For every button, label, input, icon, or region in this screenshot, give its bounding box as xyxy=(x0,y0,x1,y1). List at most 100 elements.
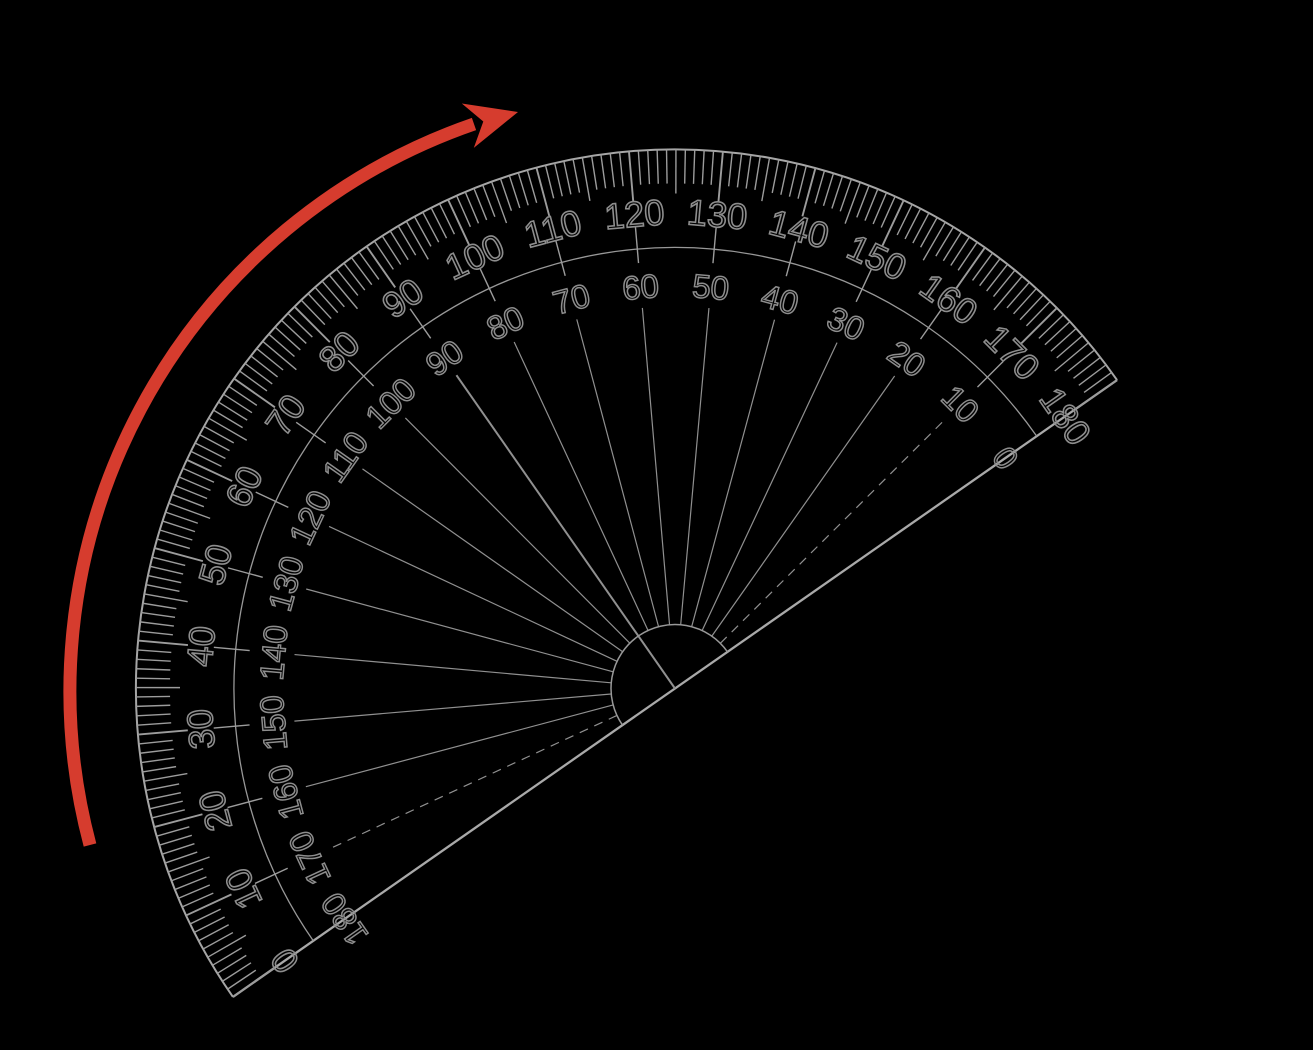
label-tick xyxy=(785,241,797,277)
tick xyxy=(350,257,373,286)
tick xyxy=(1075,379,1118,410)
inner-scale-label: 40 xyxy=(757,277,802,322)
tick xyxy=(986,263,1009,292)
tick xyxy=(844,182,861,224)
tick xyxy=(780,161,789,195)
tick xyxy=(250,355,279,378)
tick xyxy=(159,529,193,541)
outer-scale-label: 110 xyxy=(520,201,586,255)
tick xyxy=(175,485,208,500)
tick xyxy=(1038,314,1064,339)
radial-line xyxy=(711,375,896,637)
rotation-arrow xyxy=(63,103,518,847)
tick xyxy=(856,185,870,218)
degree-ticks xyxy=(135,149,1118,998)
tick xyxy=(1020,307,1058,345)
tick xyxy=(185,893,232,917)
tick xyxy=(904,208,922,240)
tick xyxy=(544,165,555,199)
tick xyxy=(145,783,180,792)
radial-line-90 xyxy=(455,374,676,690)
tick xyxy=(168,502,211,520)
tick xyxy=(178,476,211,492)
tick xyxy=(154,547,204,563)
tick xyxy=(358,251,380,280)
tick xyxy=(397,225,417,256)
radial-line xyxy=(305,704,614,788)
tick xyxy=(389,230,409,261)
tick xyxy=(971,252,994,281)
tick xyxy=(223,393,253,414)
tick xyxy=(736,153,743,188)
tick xyxy=(280,319,307,344)
radial-line xyxy=(701,342,838,631)
outer-scale-label: 120 xyxy=(603,191,666,237)
radial-line xyxy=(691,319,776,627)
outer-scale-label: 0 xyxy=(262,941,307,981)
tick xyxy=(136,713,171,717)
tick xyxy=(992,269,1016,298)
label-tick xyxy=(712,227,717,264)
tick xyxy=(161,843,195,855)
tick xyxy=(174,876,207,891)
tick xyxy=(213,409,243,429)
tick xyxy=(144,593,188,603)
tick xyxy=(880,196,896,228)
inner-scale-label: 60 xyxy=(621,267,661,307)
tick xyxy=(194,442,226,460)
outer-scale-label: 40 xyxy=(179,624,223,668)
inner-scale-label: 30 xyxy=(821,299,870,348)
tick xyxy=(218,401,248,421)
label-tick xyxy=(347,360,375,387)
tick xyxy=(307,293,332,320)
tick xyxy=(156,538,191,550)
tick xyxy=(814,170,826,204)
tick xyxy=(186,458,233,482)
tick xyxy=(1025,300,1051,327)
tick xyxy=(979,258,1001,287)
tick xyxy=(147,574,182,584)
label-tick xyxy=(919,309,942,340)
tick xyxy=(1019,294,1044,321)
outer-scale-label: 150 xyxy=(841,226,913,289)
tick xyxy=(535,167,551,217)
tick xyxy=(135,686,181,689)
tick xyxy=(935,226,955,257)
tick xyxy=(942,231,963,262)
tick xyxy=(572,159,581,193)
label-tick xyxy=(213,646,250,652)
outer-scale-label: 20 xyxy=(190,786,240,835)
tick xyxy=(955,246,986,289)
inner-scale-label: 120 xyxy=(282,485,339,551)
tick xyxy=(156,826,190,837)
tick xyxy=(189,908,222,925)
inner-scale-label: 80 xyxy=(481,298,530,347)
tick xyxy=(839,178,853,212)
tick xyxy=(381,235,402,265)
tick xyxy=(182,467,215,483)
tick xyxy=(482,184,496,217)
tick xyxy=(300,299,326,326)
tick xyxy=(609,153,616,188)
tick xyxy=(335,268,359,296)
label-tick xyxy=(255,491,289,509)
tick xyxy=(147,791,181,801)
tick xyxy=(153,813,203,829)
tick xyxy=(138,739,173,745)
tick xyxy=(1073,356,1101,379)
inner-scale-label: 180 xyxy=(314,886,376,952)
tick xyxy=(165,511,199,524)
tick xyxy=(171,867,204,882)
tick xyxy=(438,203,456,235)
outer-scale-label: 180 xyxy=(1031,380,1099,453)
tick xyxy=(181,892,214,908)
label-tick xyxy=(634,227,640,264)
tick xyxy=(137,722,172,726)
outer-scale-label: 90 xyxy=(375,270,431,327)
tick xyxy=(1067,349,1095,372)
radial-lines xyxy=(294,307,947,850)
tick xyxy=(692,149,696,184)
tick xyxy=(212,947,243,966)
